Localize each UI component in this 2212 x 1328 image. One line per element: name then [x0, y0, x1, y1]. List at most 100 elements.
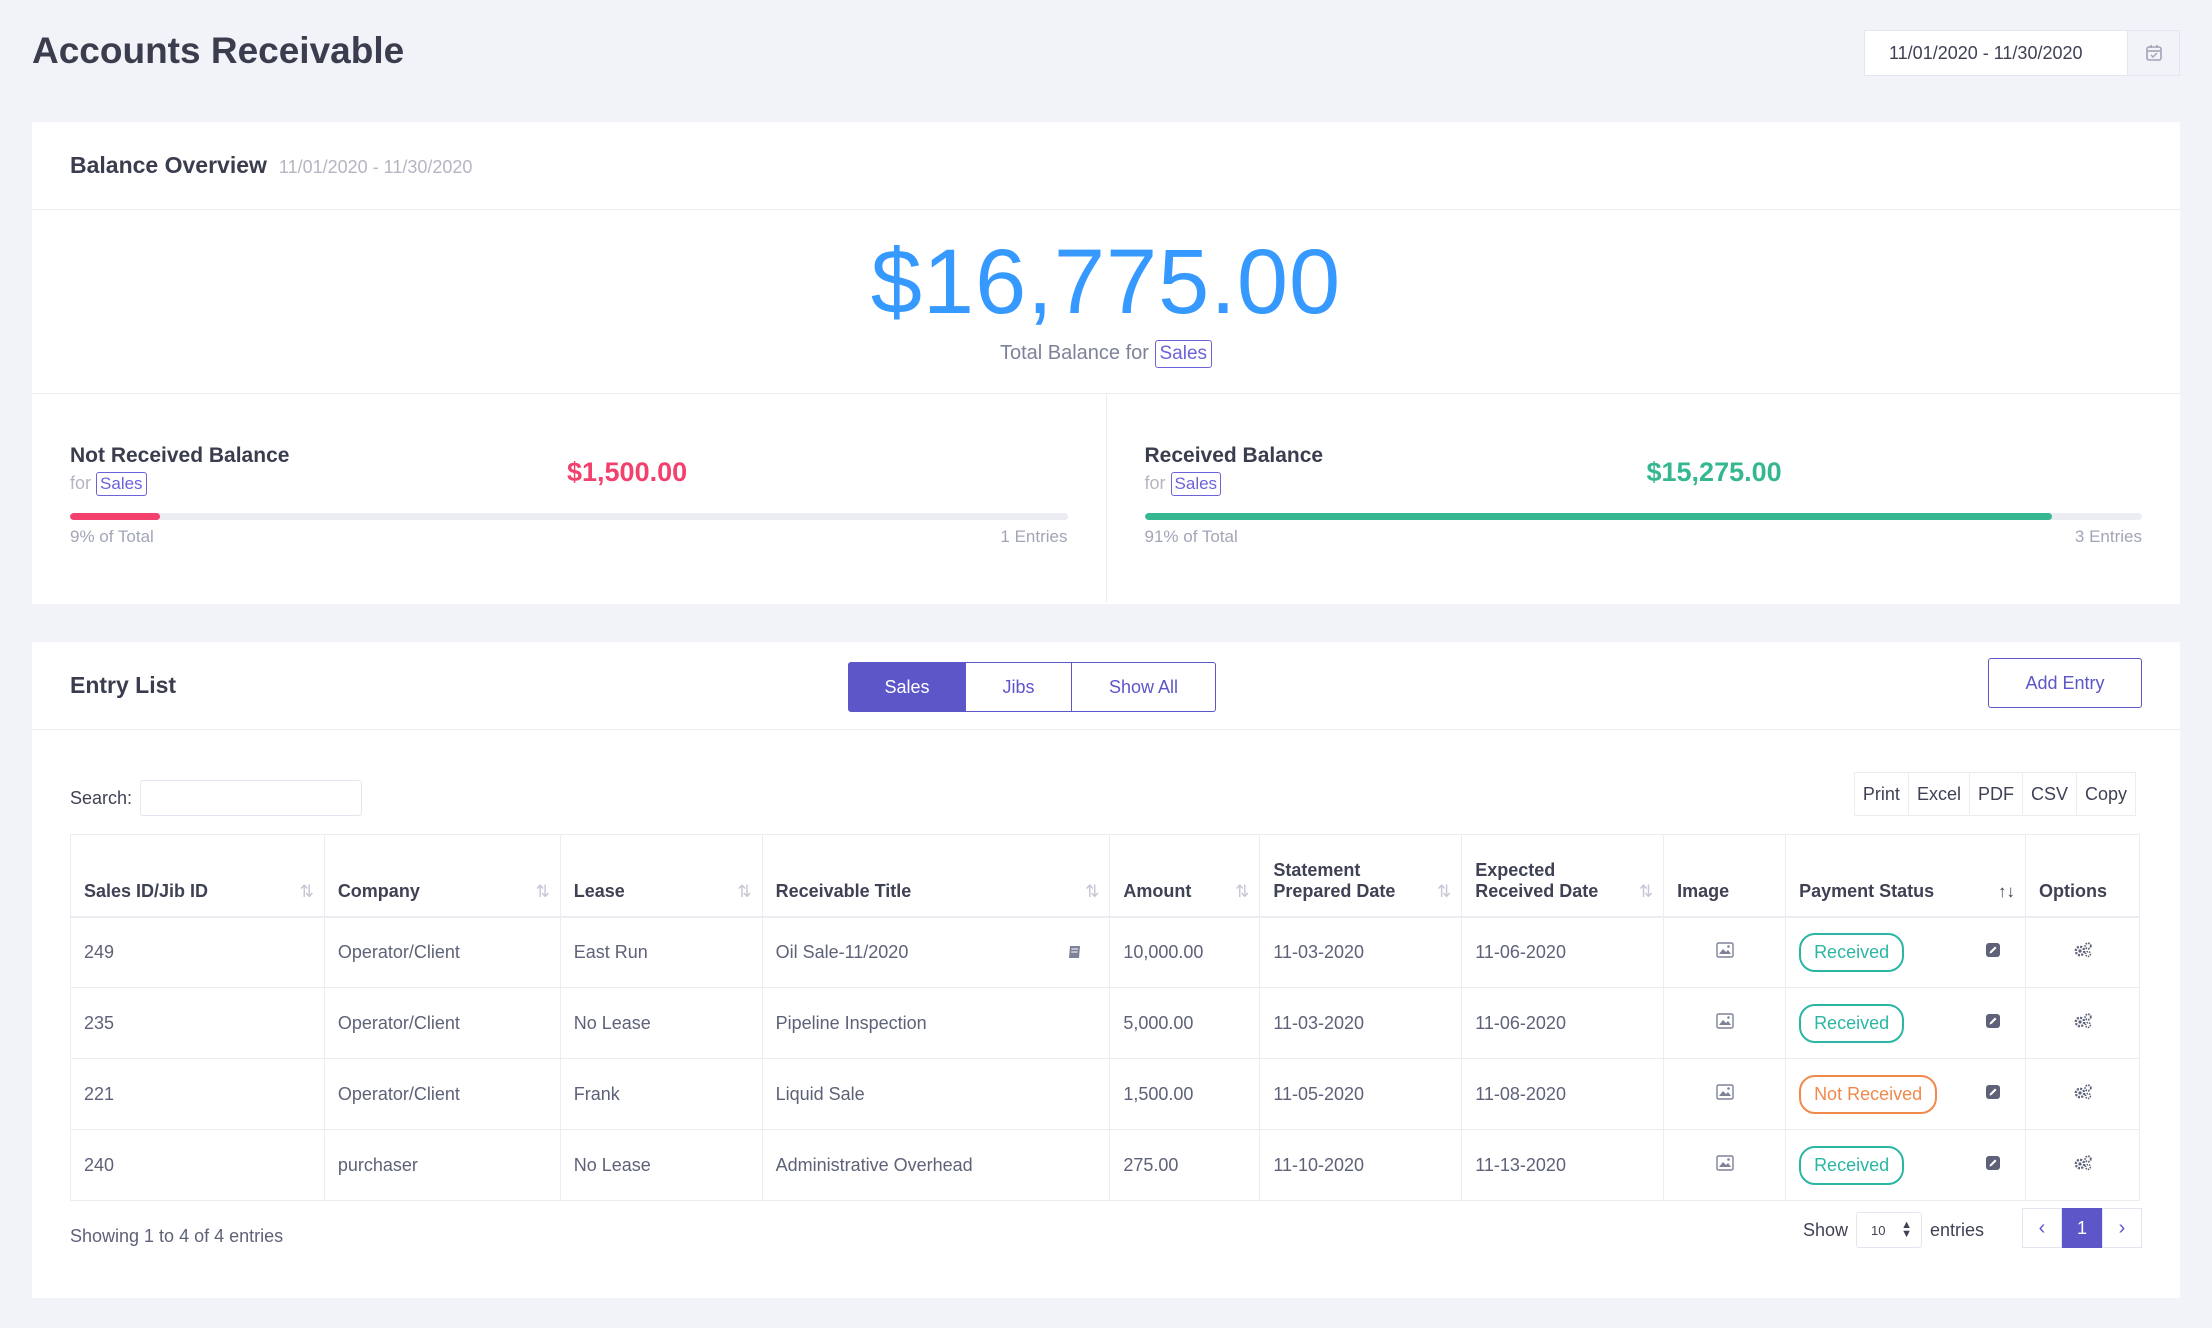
cell-amount: 275.00: [1109, 1129, 1261, 1201]
not-received-for: for Sales: [70, 472, 147, 496]
table-row: 221 Operator/Client Frank Liquid Sale 1,500.…: [70, 1058, 2141, 1130]
sort-icon: ⇅: [1085, 881, 1100, 901]
cell-receivable-title: Liquid Sale: [761, 1058, 1111, 1130]
calendar-icon: [2145, 45, 2162, 61]
received-for: for Sales: [1145, 472, 1222, 496]
pdf-button[interactable]: PDF: [1968, 773, 2022, 815]
col-statement-date[interactable]: Statement Prepared Date ⇅: [1259, 834, 1463, 918]
cell-payment-status: Received: [1785, 1129, 2026, 1201]
received-progress: [1144, 513, 2142, 520]
cell-company: Operator/Client: [323, 916, 561, 988]
image-icon[interactable]: [1716, 1154, 1734, 1175]
cell-company: Operator/Client: [323, 1058, 561, 1130]
page-length-value: 10: [1870, 1222, 1886, 1238]
sort-icon: ⇅: [737, 881, 752, 901]
status-badge[interactable]: Received: [1799, 1003, 1905, 1043]
edit-status-icon[interactable]: [1985, 1084, 2001, 1105]
col-image: Image: [1663, 834, 1787, 918]
sort-icon: ⇅: [1235, 881, 1250, 901]
received-title: Received Balance: [1144, 444, 1324, 467]
cell-amount: 5,000.00: [1109, 987, 1261, 1059]
cell-id: 249: [70, 916, 325, 988]
search-row: Search:: [70, 780, 363, 816]
received-amount: $15,275.00: [1646, 457, 1782, 487]
cell-statement-date: 11-03-2020: [1259, 987, 1463, 1059]
search-label: Search:: [70, 787, 133, 808]
cell-receivable-title: Administrative Overhead: [761, 1129, 1111, 1201]
cell-expected-date: 11-06-2020: [1461, 987, 1665, 1059]
date-range-input[interactable]: 11/01/2020 - 11/30/2020: [1864, 30, 2128, 76]
not-received-title: Not Received Balance: [70, 444, 290, 467]
print-button[interactable]: Print: [1854, 773, 1908, 815]
col-receivable-title[interactable]: Receivable Title ⇅: [761, 834, 1111, 918]
image-icon[interactable]: [1716, 1012, 1734, 1033]
col-options: Options: [2024, 834, 2141, 918]
col-amount[interactable]: Amount ⇅: [1109, 834, 1261, 918]
received-percent: 91% of Total: [1144, 527, 1238, 546]
search-input[interactable]: [140, 780, 363, 816]
cell-company: purchaser: [323, 1129, 561, 1201]
csv-button[interactable]: CSV: [2021, 773, 2076, 815]
total-balance-amount: $16,775.00: [870, 231, 1342, 333]
cell-receivable-title: Oil Sale-11/2020: [761, 916, 1111, 988]
sort-icon: ⇅: [1638, 881, 1654, 901]
entry-list-card: Entry List Sales Jibs Show All Add Entry…: [32, 642, 2180, 1298]
cell-payment-status: Received: [1785, 987, 2026, 1059]
tab-jibs[interactable]: Jibs: [966, 662, 1072, 712]
options-gear-icon[interactable]: [2073, 1012, 2093, 1033]
edit-status-icon[interactable]: [1985, 942, 2001, 963]
tab-show-all[interactable]: Show All: [1072, 662, 1216, 712]
cell-payment-status: Not Received: [1785, 1058, 2026, 1130]
table-header-row: Sales ID/Jib ID ⇅ Company ⇅ Lease ⇅ Receiva…: [70, 834, 2141, 918]
col-payment-status[interactable]: Payment Status ↑↓: [1785, 834, 2026, 918]
balance-overview-title: Balance Overview: [70, 152, 267, 178]
page-title: Accounts Receivable: [32, 30, 405, 71]
excel-button[interactable]: Excel: [1907, 773, 1969, 815]
note-icon[interactable]: [1067, 944, 1083, 965]
not-received-for-label: for: [70, 473, 92, 493]
status-badge[interactable]: Received: [1799, 932, 1905, 972]
cell-lease: Frank: [559, 1058, 763, 1130]
image-icon[interactable]: [1716, 942, 1734, 962]
cell-options: [2024, 987, 2141, 1059]
add-entry-button[interactable]: Add Entry: [1988, 658, 2142, 708]
edit-status-icon[interactable]: [1985, 1013, 2001, 1034]
balance-overview-header: Balance Overview 11/01/2020 - 11/30/2020: [32, 122, 2180, 210]
not-received-entries: 1 Entries: [1000, 527, 1068, 546]
total-balance-tag: Sales: [1154, 340, 1213, 368]
cell-expected-date: 11-08-2020: [1461, 1058, 1665, 1130]
next-page-button[interactable]: ›: [2102, 1208, 2142, 1248]
page-button-current[interactable]: 1: [2062, 1208, 2102, 1248]
col-sales-id[interactable]: Sales ID/Jib ID ⇅: [70, 834, 325, 918]
copy-button[interactable]: Copy: [2075, 773, 2135, 815]
received-entries: 3 Entries: [2074, 527, 2142, 546]
received-balance: Received Balance for Sales $15,275.00 91…: [1107, 394, 2181, 602]
received-tag: Sales: [1170, 472, 1222, 496]
page-length-select[interactable]: 10 ▲ ▼: [1855, 1212, 1922, 1248]
show-label: Show: [1802, 1219, 1848, 1240]
status-badge[interactable]: Not Received: [1799, 1074, 1938, 1114]
prev-page-button[interactable]: ‹: [2022, 1208, 2062, 1248]
image-icon[interactable]: [1716, 1083, 1734, 1104]
calendar-button[interactable]: [2128, 30, 2180, 76]
cell-options: [2024, 1058, 2141, 1130]
tab-sales[interactable]: Sales: [848, 662, 966, 712]
options-gear-icon[interactable]: [2073, 1083, 2093, 1104]
options-gear-icon[interactable]: [2073, 1154, 2093, 1175]
edit-status-icon[interactable]: [1985, 1155, 2001, 1176]
status-badge[interactable]: Received: [1799, 1145, 1905, 1185]
col-company[interactable]: Company ⇅: [323, 834, 561, 918]
col-expected-date[interactable]: Expected Received Date ⇅: [1461, 834, 1665, 918]
sort-icon: ⇅: [1436, 881, 1452, 901]
date-range-picker[interactable]: 11/01/2020 - 11/30/2020: [1864, 30, 2180, 76]
cell-amount: 1,500.00: [1109, 1058, 1261, 1130]
entries-label: entries: [1929, 1219, 1984, 1240]
cell-image: [1663, 916, 1787, 988]
entry-list-header: Entry List: [32, 642, 2180, 730]
sort-asc-icon: ↑↓: [1997, 881, 2015, 901]
cell-lease: No Lease: [559, 1129, 763, 1201]
options-gear-icon[interactable]: [2073, 942, 2093, 962]
not-received-progress-fill: [70, 513, 160, 520]
col-lease[interactable]: Lease ⇅: [559, 834, 763, 918]
not-received-amount: $1,500.00: [567, 457, 688, 487]
